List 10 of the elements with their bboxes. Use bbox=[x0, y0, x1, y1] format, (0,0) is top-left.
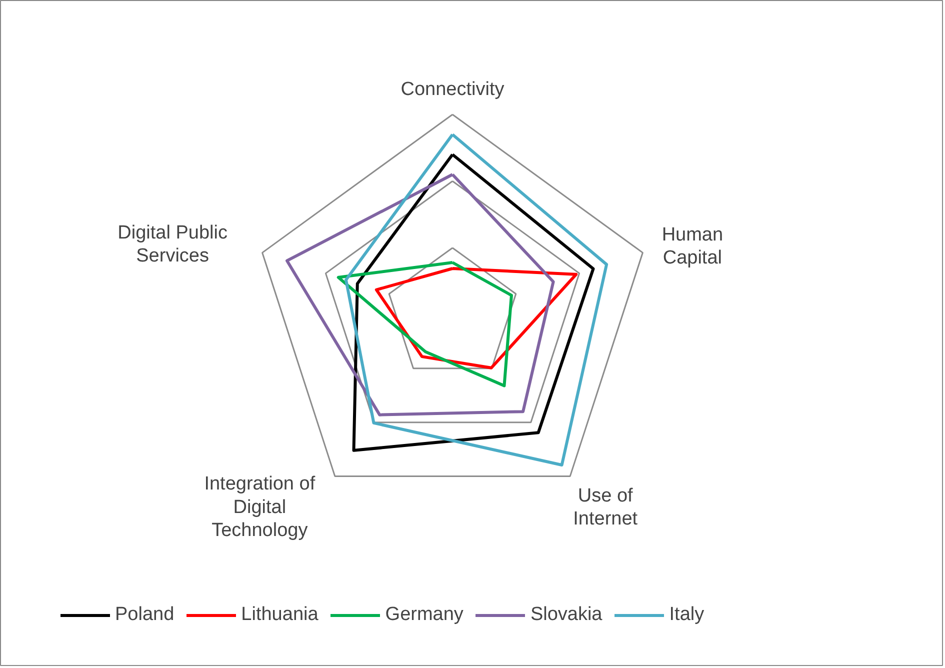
legend-label: Lithuania bbox=[241, 604, 318, 626]
spoke-label: Connectivity bbox=[400, 79, 505, 100]
legend-label: Germany bbox=[385, 604, 464, 626]
spoke-label: Human Capital bbox=[662, 224, 724, 269]
spoke-label: Integration of Digital Technology bbox=[204, 474, 316, 541]
spoke-label: Digital Public Services bbox=[118, 222, 228, 267]
legend-label: Slovakia bbox=[530, 604, 602, 626]
spoke-label: Use of Internet bbox=[573, 485, 638, 530]
legend-label: Italy bbox=[669, 604, 704, 626]
legend-label: Poland bbox=[115, 604, 174, 626]
